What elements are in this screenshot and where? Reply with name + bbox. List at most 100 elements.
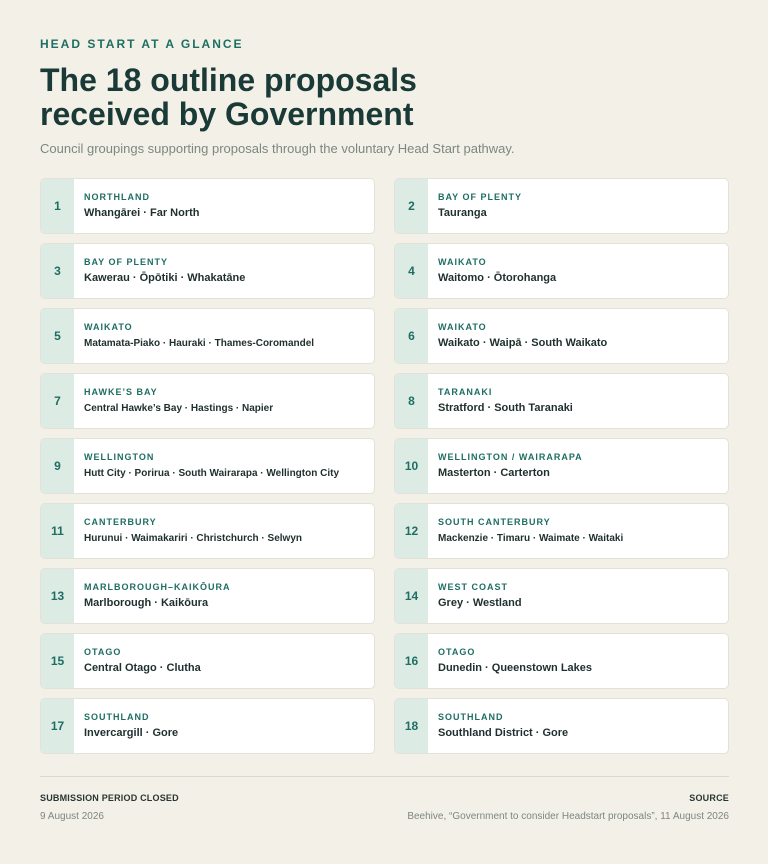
proposal-councils: Tauranga [438, 207, 487, 219]
proposal-region: SOUTH CANTERBURY [438, 517, 551, 527]
proposal-councils: Matamata-Piako · Hauraki · Thames-Coroma… [84, 338, 315, 349]
proposal-body: SOUTHLAND Invercargill · Gore [74, 699, 186, 753]
proposal-card: 16 OTAGO Dunedin · Queenstown Lakes [394, 633, 729, 689]
proposal-card: 15 OTAGO Central Otago · Clutha [40, 633, 375, 689]
proposal-region: TARANAKI [438, 387, 493, 397]
proposal-number: 16 [395, 634, 428, 688]
proposal-councils: Masterton · Carterton [438, 467, 550, 479]
proposal-councils: Waitomo · Ōtorohanga [438, 272, 557, 284]
proposal-number: 12 [395, 504, 428, 558]
title-line-1: The 18 outline proposals [40, 62, 417, 98]
proposal-region: WELLINGTON [84, 452, 155, 462]
proposal-card: 10 WELLINGTON / WAIRARAPA Masterton · Cart… [394, 438, 729, 494]
proposal-body: OTAGO Central Otago · Clutha [74, 634, 209, 688]
proposal-region: WEST COAST [438, 582, 508, 592]
page-title: The 18 outline proposals received by Gov… [40, 63, 729, 131]
proposal-body: TARANAKI Stratford · South Taranaki [428, 374, 581, 428]
proposal-card: 3 BAY OF PLENTY Kawerau · Ōpōtiki · Whakat… [40, 243, 375, 299]
proposal-body: WEST COAST Grey · Westland [428, 569, 530, 623]
proposal-card: 14 WEST COAST Grey · Westland [394, 568, 729, 624]
proposal-councils: Dunedin · Queenstown Lakes [438, 662, 593, 674]
proposal-card: 6 WAIKATO Waikato · Waipā · South Waikato [394, 308, 729, 364]
proposal-body: OTAGO Dunedin · Queenstown Lakes [428, 634, 600, 688]
proposal-region: WAIKATO [438, 322, 487, 332]
proposal-councils: Mackenzie · Timaru · Waimate · Waitaki [438, 533, 624, 544]
proposal-councils: Southland District · Gore [438, 727, 569, 739]
proposal-card: 13 MARLBOROUGH–KAIKŌURA Marlborough · Kaik… [40, 568, 375, 624]
proposal-card: 18 SOUTHLAND Southland District · Gore [394, 698, 729, 754]
proposal-number: 10 [395, 439, 428, 493]
proposal-card: 17 SOUTHLAND Invercargill · Gore [40, 698, 375, 754]
proposal-region: BAY OF PLENTY [438, 192, 523, 202]
proposal-councils: Invercargill · Gore [84, 727, 179, 739]
proposal-body: BAY OF PLENTY Tauranga [428, 179, 530, 233]
proposal-number: 8 [395, 374, 428, 428]
proposal-card: 1 NORTHLAND Whangārei · Far North [40, 178, 375, 234]
source-citation: Beehive, “Government to consider Headsta… [407, 811, 729, 822]
proposal-card: 11 CANTERBURY Hurunui · Waimakariri · Chri… [40, 503, 375, 559]
proposal-card: 9 WELLINGTON Hutt City · Porirua · South W… [40, 438, 375, 494]
proposal-number: 17 [41, 699, 74, 753]
proposal-region: NORTHLAND [84, 192, 150, 202]
proposal-councils: Hutt City · Porirua · South Wairarapa · … [84, 468, 340, 479]
proposal-number: 13 [41, 569, 74, 623]
page-footer: SUBMISSION PERIOD CLOSED 9 August 2026 S… [40, 776, 729, 822]
proposal-region: WAIKATO [84, 322, 133, 332]
proposal-number: 5 [41, 309, 74, 363]
proposal-body: WAIKATO Waikato · Waipā · South Waikato [428, 309, 615, 363]
proposal-body: WAIKATO Waitomo · Ōtorohanga [428, 244, 564, 298]
source-block: SOURCE Beehive, “Government to consider … [407, 793, 729, 822]
proposal-number: 18 [395, 699, 428, 753]
proposal-councils: Stratford · South Taranaki [438, 402, 573, 414]
proposal-card: 5 WAIKATO Matamata-Piako · Hauraki · Thame… [40, 308, 375, 364]
proposal-region: CANTERBURY [84, 517, 157, 527]
proposal-number: 1 [41, 179, 74, 233]
proposal-body: CANTERBURY Hurunui · Waimakariri · Christ… [74, 504, 310, 558]
proposal-number: 9 [41, 439, 74, 493]
proposal-card: 8 TARANAKI Stratford · South Taranaki [394, 373, 729, 429]
proposal-region: SOUTHLAND [438, 712, 504, 722]
proposal-councils: Hurunui · Waimakariri · Christchurch · S… [84, 533, 302, 544]
source-label: SOURCE [689, 793, 729, 803]
proposal-region: WELLINGTON / WAIRARAPA [438, 452, 583, 462]
proposal-councils: Central Hawke’s Bay · Hastings · Napier [84, 403, 274, 414]
proposal-body: WELLINGTON Hutt City · Porirua · South Wa… [74, 439, 347, 493]
proposal-councils: Whangārei · Far North [84, 207, 200, 219]
proposal-region: BAY OF PLENTY [84, 257, 169, 267]
proposal-region: MARLBOROUGH–KAIKŌURA [84, 582, 231, 592]
proposal-number: 7 [41, 374, 74, 428]
submission-block: SUBMISSION PERIOD CLOSED 9 August 2026 [40, 793, 179, 822]
proposal-councils: Waikato · Waipā · South Waikato [438, 337, 608, 349]
proposal-card: 12 SOUTH CANTERBURY Mackenzie · Timaru · W… [394, 503, 729, 559]
proposal-body: BAY OF PLENTY Kawerau · Ōpōtiki · Whakatā… [74, 244, 253, 298]
proposal-card: 2 BAY OF PLENTY Tauranga [394, 178, 729, 234]
submission-label: SUBMISSION PERIOD CLOSED [40, 793, 179, 803]
proposal-number: 6 [395, 309, 428, 363]
proposal-body: HAWKE’S BAY Central Hawke’s Bay · Hasting… [74, 374, 281, 428]
proposal-region: SOUTHLAND [84, 712, 150, 722]
proposal-number: 15 [41, 634, 74, 688]
page-header: HEAD START AT A GLANCE The 18 outline pr… [40, 37, 729, 754]
title-line-2: received by Government [40, 96, 414, 132]
proposal-body: MARLBOROUGH–KAIKŌURA Marlborough · Kaikōu… [74, 569, 239, 623]
proposal-number: 14 [395, 569, 428, 623]
proposal-grid: 1 NORTHLAND Whangārei · Far North 2 BAY OF P… [40, 178, 729, 754]
proposal-body: WELLINGTON / WAIRARAPA Masterton · Carter… [428, 439, 591, 493]
proposal-councils: Marlborough · Kaikōura [84, 597, 209, 609]
proposal-card: 7 HAWKE’S BAY Central Hawke’s Bay · Hastin… [40, 373, 375, 429]
eyebrow-label: HEAD START AT A GLANCE [40, 37, 244, 51]
proposal-councils: Kawerau · Ōpōtiki · Whakatāne [84, 272, 246, 284]
proposal-councils: Grey · Westland [438, 597, 522, 609]
proposal-body: SOUTH CANTERBURY Mackenzie · Timaru · Wai… [428, 504, 631, 558]
proposal-number: 11 [41, 504, 74, 558]
proposal-region: OTAGO [438, 647, 476, 657]
proposal-body: WAIKATO Matamata-Piako · Hauraki · Thames… [74, 309, 322, 363]
proposal-body: SOUTHLAND Southland District · Gore [428, 699, 576, 753]
proposal-region: WAIKATO [438, 257, 487, 267]
proposal-number: 3 [41, 244, 74, 298]
proposal-region: HAWKE’S BAY [84, 387, 158, 397]
proposal-region: OTAGO [84, 647, 122, 657]
proposal-card: 4 WAIKATO Waitomo · Ōtorohanga [394, 243, 729, 299]
proposal-body: NORTHLAND Whangārei · Far North [74, 179, 208, 233]
submission-date: 9 August 2026 [40, 811, 104, 822]
